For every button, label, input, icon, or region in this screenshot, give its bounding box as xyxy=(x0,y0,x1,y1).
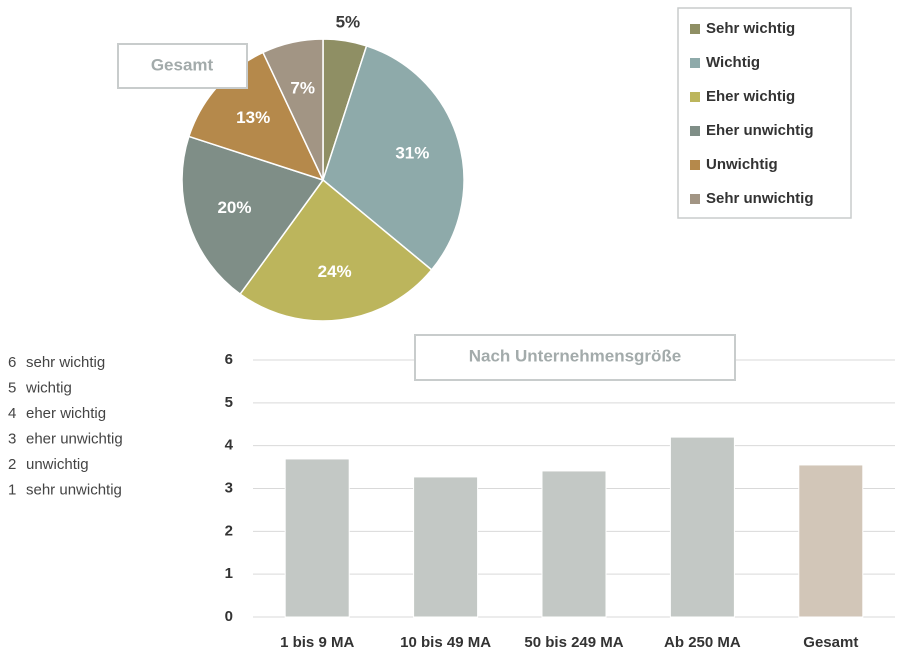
scale-number: 6 xyxy=(8,354,16,371)
legend-swatch xyxy=(690,194,700,204)
pie-slice xyxy=(261,38,324,181)
slice-label: 13% xyxy=(236,108,270,127)
scale-number: 3 xyxy=(8,430,16,447)
scale-number: 4 xyxy=(8,405,16,422)
y-tick-label: 3 xyxy=(225,479,233,496)
legend-label: Wichtig xyxy=(706,54,760,71)
x-tick-label: 10 bis 49 MA xyxy=(400,634,491,651)
pie-title: Gesamt xyxy=(151,55,214,74)
scale-label: unwichtig xyxy=(26,456,89,473)
scale-number: 5 xyxy=(8,379,16,396)
bar xyxy=(413,476,479,618)
scale-label: wichtig xyxy=(25,379,72,396)
slice-label: 31% xyxy=(395,144,429,163)
slice-label: 7% xyxy=(290,79,315,98)
y-tick-label: 0 xyxy=(225,608,233,625)
legend-label: Eher wichtig xyxy=(706,88,795,105)
legend-label: Sehr unwichtig xyxy=(706,190,814,207)
y-tick-label: 1 xyxy=(225,565,233,582)
bar xyxy=(541,470,607,618)
bar xyxy=(284,458,350,618)
pie-chart: 5% 31% 24% 20% 13% 7% xyxy=(181,12,465,322)
scale-number: 2 xyxy=(8,456,16,473)
slice-label: 5% xyxy=(336,12,361,31)
legend-swatch xyxy=(690,58,700,68)
pie-slice xyxy=(322,44,465,271)
scale-label: sehr wichtig xyxy=(26,354,105,371)
y-tick-label: 2 xyxy=(225,522,233,539)
bar xyxy=(669,436,735,618)
legend-box xyxy=(677,7,852,219)
bar-title: Nach Unternehmensgröße xyxy=(469,346,682,365)
legend: Sehr wichtig Wichtig Eher wichtig Eher unwi… xyxy=(690,20,814,207)
pie-slice xyxy=(239,178,433,322)
scale-label: sehr unwichtig xyxy=(26,481,122,498)
scale-legend: 6 sehr wichtig 5 wichtig 4 eher wichtig 3 eher … xyxy=(8,354,123,499)
pie-slice xyxy=(181,135,325,296)
slice-label: 20% xyxy=(217,198,251,217)
slice-label: 24% xyxy=(318,262,352,281)
legend-label: Sehr wichtig xyxy=(706,20,795,37)
x-tick-label: 50 bis 249 MA xyxy=(524,634,623,651)
x-tick-label: 1 bis 9 MA xyxy=(280,634,354,651)
legend-swatch xyxy=(690,92,700,102)
x-tick-label: Gesamt xyxy=(803,634,858,651)
x-tick-label: Ab 250 MA xyxy=(664,634,741,651)
legend-label: Eher unwichtig xyxy=(706,122,814,139)
scale-number: 1 xyxy=(8,481,16,498)
pie-title-box xyxy=(117,43,248,89)
legend-swatch xyxy=(690,126,700,136)
y-tick-label: 5 xyxy=(225,394,233,411)
bar xyxy=(798,464,864,618)
legend-swatch xyxy=(690,160,700,170)
y-tick-label: 6 xyxy=(225,351,233,368)
bar-title-box xyxy=(414,334,736,381)
y-tick-label: 4 xyxy=(225,437,234,454)
scale-label: eher unwichtig xyxy=(26,430,123,447)
legend-swatch xyxy=(690,24,700,34)
legend-label: Unwichtig xyxy=(706,156,778,173)
scale-label: eher wichtig xyxy=(26,405,106,422)
bar-chart: 0 1 2 3 4 5 6 1 bis 9 MA 10 bis 49 MA 50 bis 249 … xyxy=(225,334,895,651)
